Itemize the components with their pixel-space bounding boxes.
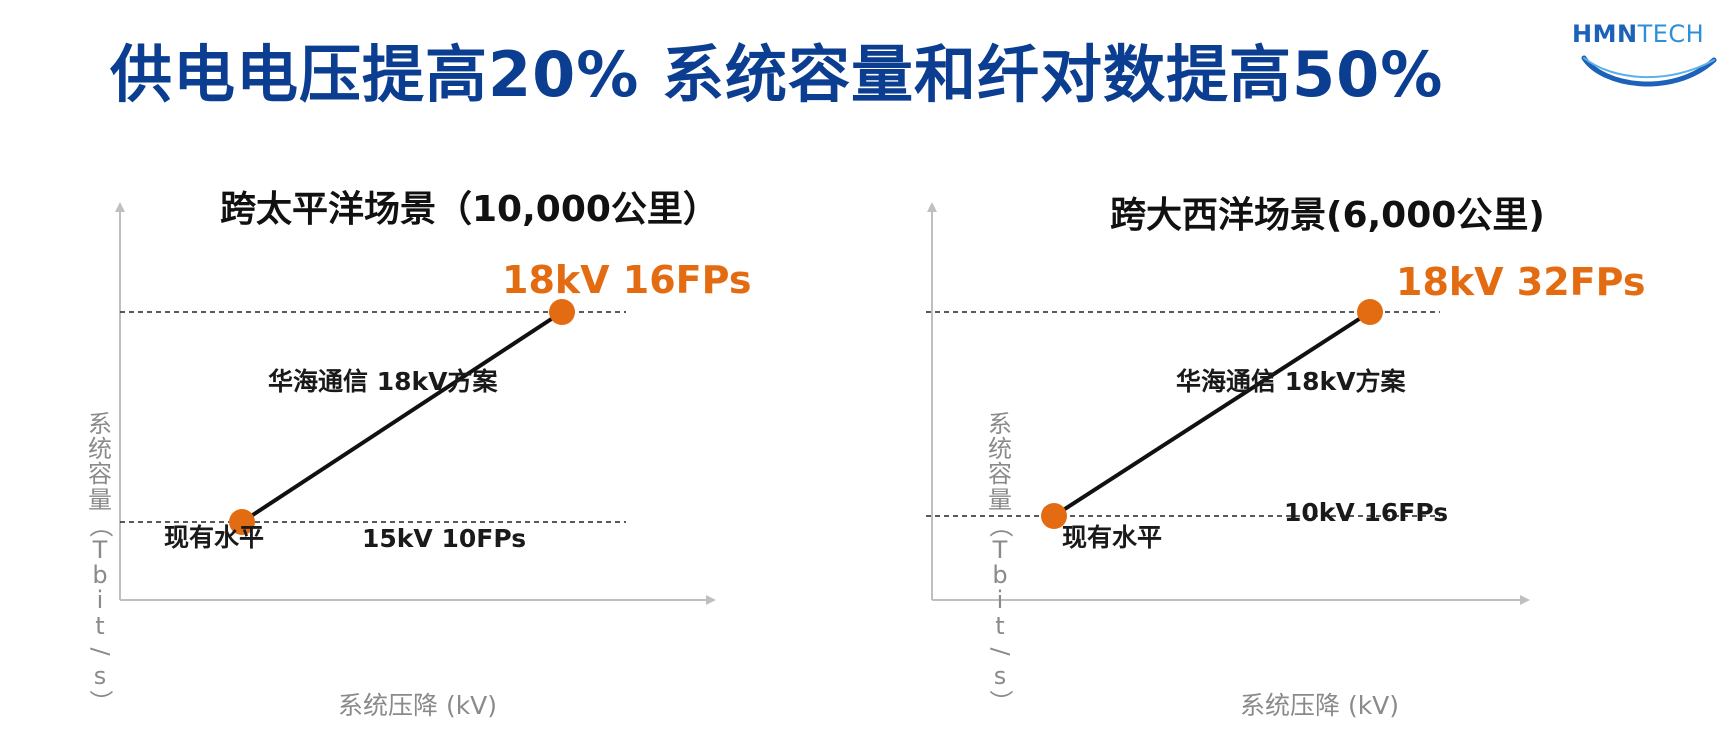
y-axis-label-char: ） [86, 689, 115, 714]
y-axis-label-char: b [992, 561, 1008, 590]
chart-transatlantic-plot [926, 202, 1530, 605]
logo-text-tech: TECH [1637, 20, 1705, 48]
company-logo: HMNTECH [1572, 18, 1722, 98]
y-axis-label-char: t [95, 611, 105, 640]
y-axis-label-char: 容 [88, 460, 112, 489]
y-axis-label-char: / [86, 647, 115, 656]
y-axis-label-char: 统 [988, 435, 1012, 464]
series-line [240, 310, 564, 524]
y-axis-label-char: 量 [88, 485, 112, 514]
y-axis-label-char: s [93, 661, 107, 690]
chart-transpacific-plot [115, 202, 716, 605]
data-point-1 [549, 299, 575, 325]
y-axis-label-char: i [996, 586, 1004, 615]
chart-title: 跨大西洋场景(6,000公里) [1110, 195, 1545, 236]
y-axis-label-char: ） [986, 689, 1015, 714]
y-axis-label-char: 系 [988, 410, 1012, 438]
y-axis-label-char: 系 [88, 410, 112, 438]
low-point-label: 现有水平 [164, 523, 265, 552]
y-axis-label-char: T [92, 535, 108, 564]
y-axis-label-char: （ [986, 513, 1015, 538]
y-axis-label-char: 量 [988, 485, 1012, 514]
data-point-0 [229, 509, 255, 535]
y-axis-arrow [115, 202, 125, 212]
y-axis-arrow [927, 202, 937, 212]
high-point-label: 18kV 32FPs [1396, 260, 1646, 304]
high-point-label: 18kV 16FPs [502, 258, 752, 302]
y-axis-label-char: 容 [988, 460, 1012, 489]
y-axis-label-char: i [96, 586, 104, 615]
y-axis-label-char: （ [86, 513, 115, 538]
x-axis-label: 系统压降 (kV) [338, 691, 498, 720]
series-line [1052, 310, 1372, 518]
x-axis-label: 系统压降 (kV) [1240, 691, 1400, 720]
y-axis-label-char: s [993, 661, 1007, 690]
y-axis-label-char: T [992, 535, 1008, 564]
data-point-0 [1041, 503, 1067, 529]
line-start-label: 10kV 16FPs [1284, 498, 1449, 527]
y-axis-label-char: 统 [88, 435, 112, 464]
page-title: 供电电压提高20% 系统容量和纤对数提高50% [110, 38, 1444, 111]
x-axis-arrow [706, 595, 716, 605]
data-point-1 [1357, 299, 1383, 325]
logo-text-hmn: HMN [1572, 20, 1638, 48]
logo-text: HMNTECH [1572, 20, 1704, 48]
y-axis-label-char: / [986, 647, 1015, 656]
high-line-label: 华海通信 18kV方案 [1176, 367, 1406, 396]
y-axis-label-char: b [92, 561, 108, 590]
high-line-label: 华海通信 18kV方案 [268, 367, 498, 396]
line-start-label: 15kV 10FPs [362, 524, 527, 553]
chart-title: 跨太平洋场景（10,000公里） [220, 189, 719, 230]
y-axis-label-char: t [995, 611, 1005, 640]
low-point-label: 现有水平 [1062, 523, 1163, 552]
logo-swoosh [1581, 55, 1717, 87]
x-axis-arrow [1520, 595, 1530, 605]
